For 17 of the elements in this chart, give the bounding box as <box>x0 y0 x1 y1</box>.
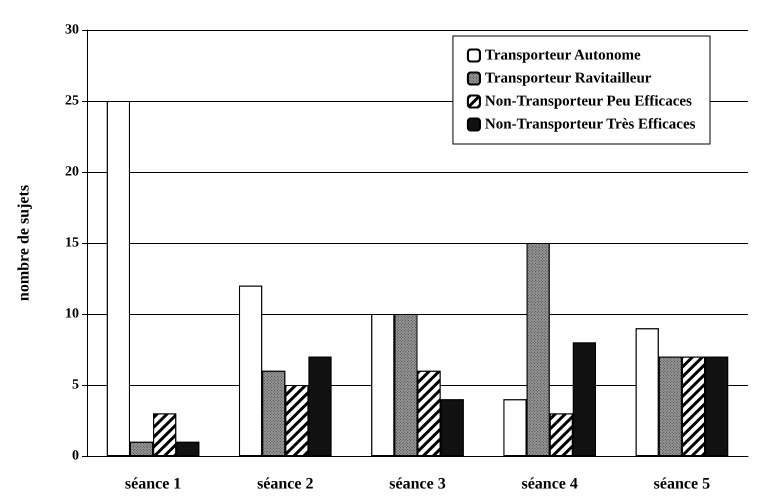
y-axis-title: nombre de sujets <box>16 184 32 302</box>
y-tick-label: 25 <box>65 94 79 108</box>
x-tick-label: séance 3 <box>389 476 446 492</box>
legend-label: Transporteur Autonome <box>484 48 641 64</box>
legend-label: Transporteur Ravitailleur <box>484 70 652 86</box>
x-tick-label: séance 4 <box>521 476 578 492</box>
y-tick-label: 15 <box>65 236 79 250</box>
x-tick-label: séance 5 <box>654 476 710 492</box>
x-tick-label: séance 1 <box>124 476 182 492</box>
y-tick-label: 30 <box>65 22 79 38</box>
y-tick-label: 5 <box>72 378 79 392</box>
y-tick-label: 20 <box>65 164 79 180</box>
legend-label: Non-Transporteur Peu Efficaces <box>484 94 692 110</box>
legend-label: Non-Transporteur Très Efficaces <box>484 116 696 132</box>
y-tick-label: 10 <box>65 306 79 322</box>
y-tick-label: 0 <box>72 448 79 464</box>
x-tick-label: séance 2 <box>257 476 314 492</box>
